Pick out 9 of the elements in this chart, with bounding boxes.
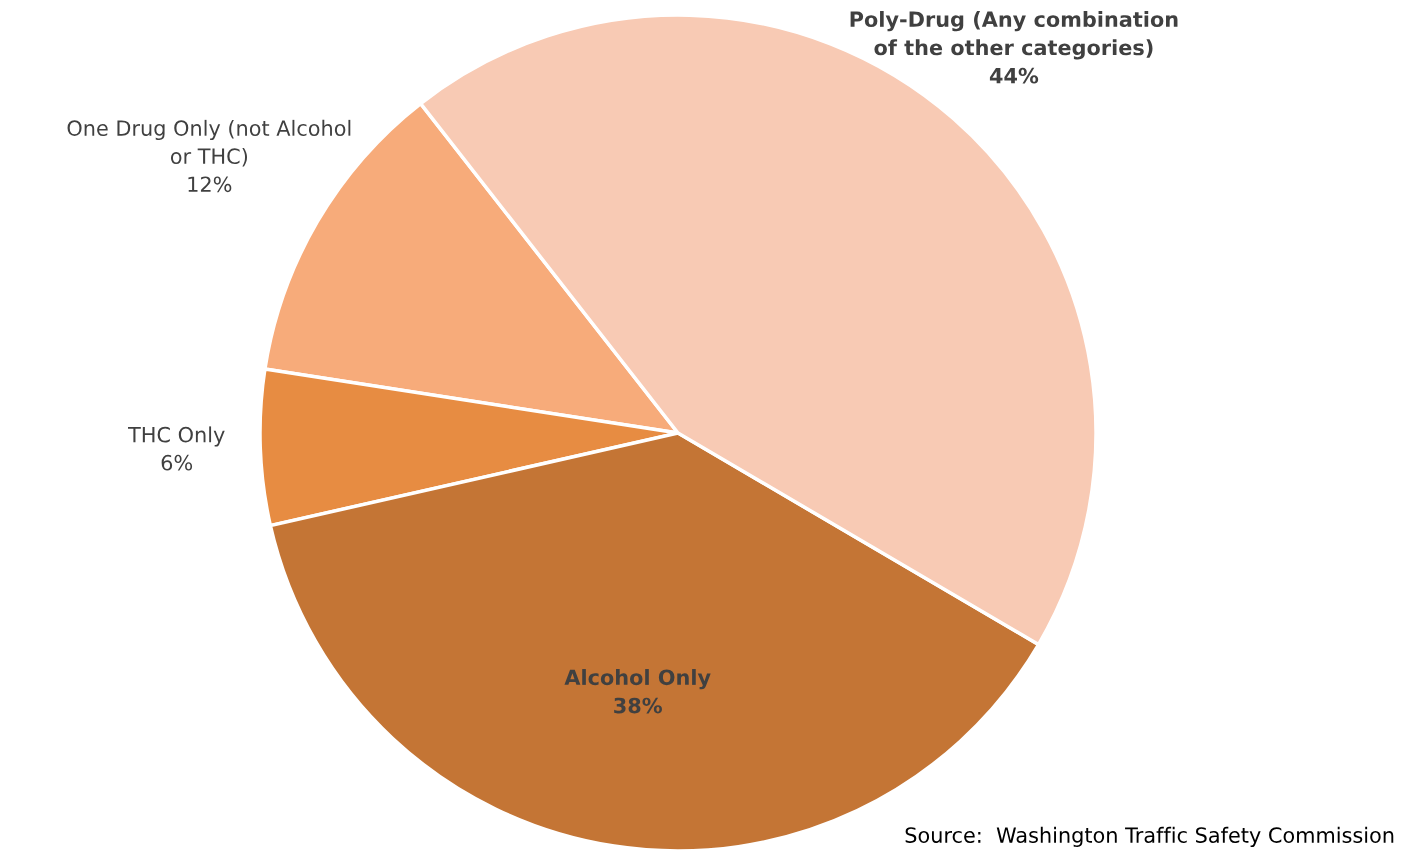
data-label: 12%	[188, 176, 232, 193]
data-label: 6%	[161, 454, 193, 471]
slice-label: Alcohol Only	[564, 669, 711, 690]
slice-label: Poly-Drug (Any combination of the other categories)	[850, 10, 1178, 60]
slice-label: One Drug Only (not Alcohol or THC)	[67, 119, 351, 167]
source-note: Source: Washington Traffic Safety Commission	[905, 826, 1394, 847]
data-label: 44%	[989, 67, 1039, 84]
slice-label: THC Only	[128, 426, 225, 447]
data-label: 38%	[614, 697, 662, 714]
